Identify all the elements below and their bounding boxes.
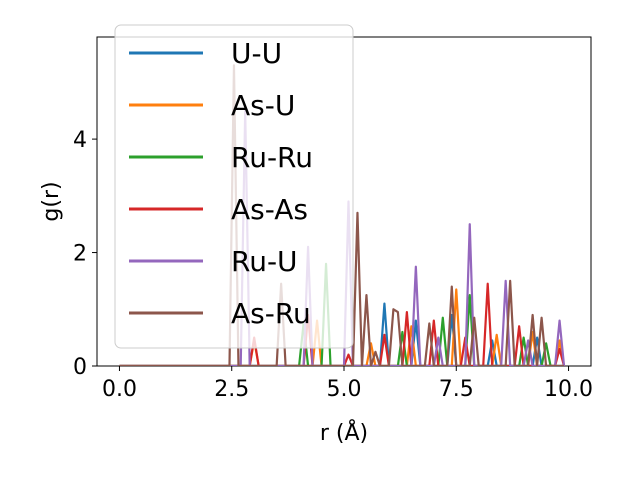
legend-label: Ru-U — [231, 245, 298, 278]
legend-label: Ru-Ru — [231, 141, 313, 174]
legend-label: As-U — [231, 89, 295, 122]
series-line-as-u — [119, 288, 566, 366]
series-line-u-u — [119, 302, 565, 366]
y-tick-label: 2 — [73, 242, 87, 267]
x-tick-label: 0.0 — [102, 377, 137, 402]
y-axis-label: g(r) — [39, 181, 64, 221]
legend-label: U-U — [231, 37, 282, 70]
x-tick-label: 2.5 — [214, 377, 249, 402]
x-tick-label: 7.5 — [439, 377, 474, 402]
legend: U-U As-U Ru-Ru As-As Ru-U As-Ru — [114, 24, 354, 349]
x-tick-label: 10.0 — [544, 377, 593, 402]
y-axis-ticks: 0 2 4 — [73, 128, 97, 380]
y-tick-label: 4 — [73, 128, 87, 153]
x-axis-ticks: 0.0 2.5 5.0 7.5 10.0 — [102, 366, 593, 402]
x-tick-label: 5.0 — [327, 377, 362, 402]
series-line-as-ru — [119, 64, 565, 366]
x-axis-label: r (Å) — [320, 419, 368, 446]
legend-label: As-Ru — [231, 297, 311, 330]
y-tick-label: 0 — [73, 355, 87, 380]
legend-label: As-As — [231, 193, 308, 226]
series-line-ru-ru — [119, 262, 565, 366]
